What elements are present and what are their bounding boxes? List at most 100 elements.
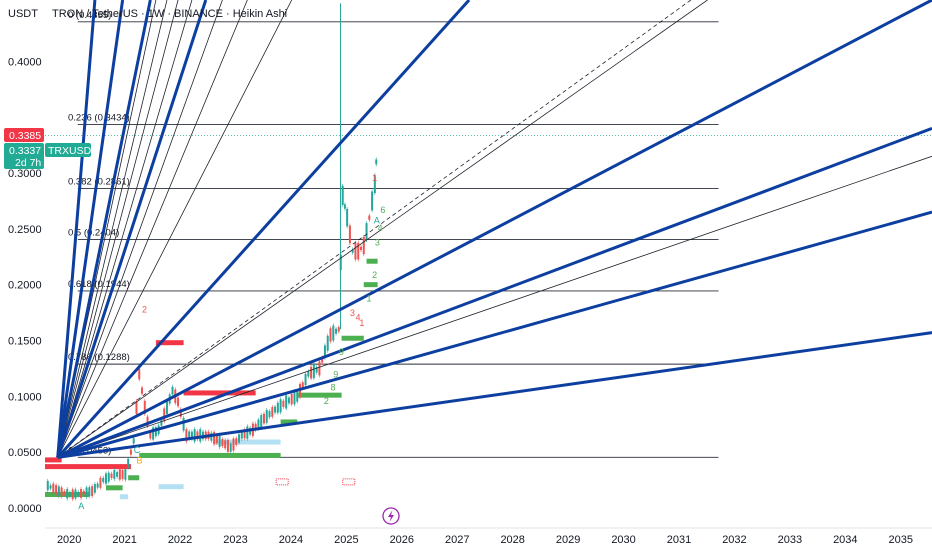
candle (196, 431, 199, 440)
fib-level-label: 0.382 (0.2861) (68, 177, 130, 188)
candle (104, 473, 107, 484)
fan-line-thin (57, 0, 293, 458)
candle (71, 489, 74, 499)
fan-line-thick (56, 0, 471, 459)
candle (351, 249, 354, 253)
candle (46, 480, 49, 491)
sr-zone-green (139, 452, 281, 458)
sr-zone-green (105, 485, 123, 491)
fib-level-label: 1 (0.0453) (68, 445, 111, 456)
candle (149, 432, 152, 439)
candle (213, 432, 216, 445)
candle (143, 400, 146, 415)
x-tick-label: 2029 (556, 534, 580, 546)
candle (171, 386, 174, 395)
candle (315, 367, 318, 373)
candle (160, 418, 163, 426)
x-tick-label: 2032 (722, 534, 746, 546)
chart-marker-label: C (134, 445, 141, 455)
candle (321, 357, 324, 363)
candle (118, 469, 121, 480)
candle (357, 242, 360, 260)
chart-marker-label: 9 (333, 369, 338, 379)
red-event-marker (342, 478, 356, 486)
y-tick-label: 0.2000 (8, 280, 42, 292)
sr-zone-green (280, 419, 298, 425)
y-tick-label: 0.1000 (8, 391, 42, 403)
candle (323, 345, 326, 358)
candle (124, 469, 127, 480)
fan-line-thick (56, 0, 97, 458)
candle (193, 429, 196, 442)
fan-line-thick (57, 210, 932, 459)
sr-zones-layer (45, 258, 378, 500)
symbol-label: TRXUSDT (48, 145, 98, 157)
candle (318, 361, 321, 376)
candle (224, 440, 227, 449)
x-tick-label: 2027 (445, 534, 469, 546)
candle (368, 215, 371, 220)
candle (282, 400, 285, 407)
chart-marker-label: 2 (324, 396, 329, 406)
candle (165, 400, 168, 415)
last-price-badge-bg (4, 128, 44, 142)
lightning-icon[interactable] (382, 507, 400, 525)
fan-line-thin (57, 155, 932, 458)
y-tick-label: 0.0500 (8, 447, 42, 459)
fib-level-label: 0.236 (0.3434) (68, 113, 130, 124)
candle (271, 407, 274, 417)
candle (332, 325, 335, 341)
candle (68, 492, 71, 497)
candle (293, 391, 296, 405)
fan-line-thin (57, 0, 179, 458)
fan-line-thick (56, 0, 152, 458)
candle (341, 185, 344, 205)
fib-level-label: 0 (0.4355) (68, 10, 111, 21)
candle (262, 413, 265, 424)
candle (348, 225, 351, 244)
x-tick-label: 2031 (667, 534, 691, 546)
candle (121, 469, 124, 479)
sr-zone-red (155, 340, 184, 346)
x-tick-label: 2033 (778, 534, 802, 546)
candle (265, 409, 268, 423)
candle (238, 434, 241, 443)
x-tick-label: 2028 (500, 534, 524, 546)
chart-marker-label: 1 (359, 318, 364, 328)
candle (179, 409, 182, 417)
sr-zone-light (214, 439, 281, 445)
red-event-marker (275, 478, 289, 486)
candle (329, 328, 332, 342)
fan-line-thick (57, 126, 932, 459)
candle (296, 390, 299, 402)
fan-line-thick (56, 0, 125, 458)
x-tick-label: 2023 (223, 534, 247, 546)
chart-marker-label: 6 (380, 205, 385, 215)
bar-countdown: 2d 7h (15, 157, 41, 169)
candle (66, 488, 69, 499)
candle (307, 371, 310, 377)
chart-marker-label: A (78, 501, 84, 511)
x-tick-label: 2034 (833, 534, 857, 546)
x-tick-label: 2030 (611, 534, 635, 546)
price-series-layer (46, 3, 378, 501)
candle (215, 435, 218, 444)
chart-marker-label: 3 (350, 308, 355, 318)
candle (88, 487, 91, 497)
fan-line-thin (57, 0, 248, 458)
sr-zone-green (363, 282, 378, 288)
candle (199, 429, 202, 442)
candle (127, 458, 130, 468)
candle (129, 449, 132, 455)
candle (229, 443, 232, 452)
candle (310, 366, 313, 379)
chart-marker-label: 4 (378, 223, 383, 233)
candle (260, 415, 263, 428)
fan-line-thin (57, 0, 193, 458)
fan-line-thick (57, 0, 932, 459)
candle (371, 191, 374, 211)
candle (132, 438, 135, 444)
candle (268, 411, 271, 418)
